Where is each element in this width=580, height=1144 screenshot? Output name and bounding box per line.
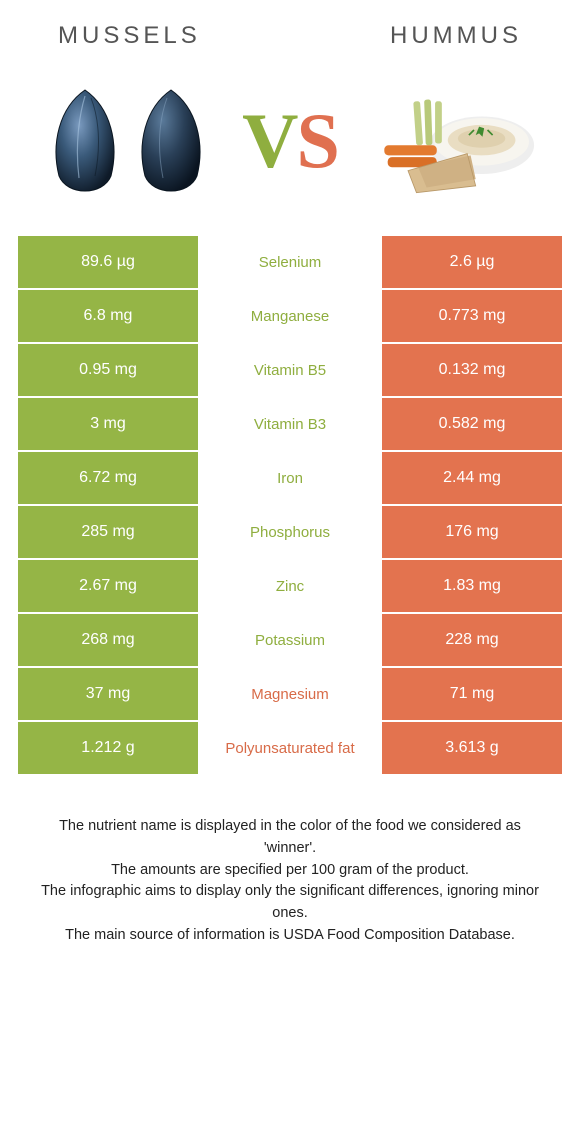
footer-line-1: The nutrient name is displayed in the co… <box>36 816 544 860</box>
right-value: 0.132 mg <box>382 344 562 396</box>
hummus-image <box>352 76 552 206</box>
titles-row: Mussels Hummus <box>18 12 562 58</box>
nutrient-row: 268 mgPotassium228 mg <box>18 614 562 668</box>
left-food-title: Mussels <box>58 22 201 50</box>
right-value: 176 mg <box>382 506 562 558</box>
nutrient-row: 3 mgVitamin B30.582 mg <box>18 398 562 452</box>
right-value: 2.6 µg <box>382 236 562 288</box>
left-value: 0.95 mg <box>18 344 198 396</box>
nutrient-name: Phosphorus <box>198 506 382 558</box>
nutrient-row: 37 mgMagnesium71 mg <box>18 668 562 722</box>
left-value: 1.212 g <box>18 722 198 774</box>
hero-row: VS <box>18 58 562 236</box>
nutrient-name: Vitamin B5 <box>198 344 382 396</box>
nutrient-row: 285 mgPhosphorus176 mg <box>18 506 562 560</box>
nutrient-name: Potassium <box>198 614 382 666</box>
left-value: 6.8 mg <box>18 290 198 342</box>
left-value: 3 mg <box>18 398 198 450</box>
right-value: 0.773 mg <box>382 290 562 342</box>
nutrient-table: 89.6 µgSelenium2.6 µg6.8 mgManganese0.77… <box>18 236 562 776</box>
right-value: 3.613 g <box>382 722 562 774</box>
nutrient-name: Magnesium <box>198 668 382 720</box>
footer-line-2: The amounts are specified per 100 gram o… <box>36 860 544 882</box>
nutrient-row: 6.72 mgIron2.44 mg <box>18 452 562 506</box>
left-value: 2.67 mg <box>18 560 198 612</box>
left-value: 37 mg <box>18 668 198 720</box>
nutrient-name: Selenium <box>198 236 382 288</box>
nutrient-name: Iron <box>198 452 382 504</box>
nutrient-name: Polyunsaturated fat <box>198 722 382 774</box>
right-value: 228 mg <box>382 614 562 666</box>
vs-label: VS <box>242 96 338 186</box>
right-value: 0.582 mg <box>382 398 562 450</box>
vs-v: V <box>242 97 296 184</box>
nutrient-row: 1.212 gPolyunsaturated fat3.613 g <box>18 722 562 776</box>
nutrient-name: Zinc <box>198 560 382 612</box>
left-value: 6.72 mg <box>18 452 198 504</box>
nutrient-row: 89.6 µgSelenium2.6 µg <box>18 236 562 290</box>
right-value: 2.44 mg <box>382 452 562 504</box>
footer-line-4: The main source of information is USDA F… <box>36 925 544 947</box>
footer-notes: The nutrient name is displayed in the co… <box>18 776 562 947</box>
nutrient-name: Vitamin B3 <box>198 398 382 450</box>
left-value: 268 mg <box>18 614 198 666</box>
nutrient-row: 2.67 mgZinc1.83 mg <box>18 560 562 614</box>
nutrient-name: Manganese <box>198 290 382 342</box>
left-value: 285 mg <box>18 506 198 558</box>
right-value: 1.83 mg <box>382 560 562 612</box>
nutrient-row: 0.95 mgVitamin B50.132 mg <box>18 344 562 398</box>
nutrient-row: 6.8 mgManganese0.773 mg <box>18 290 562 344</box>
right-value: 71 mg <box>382 668 562 720</box>
footer-line-3: The infographic aims to display only the… <box>36 881 544 925</box>
right-food-title: Hummus <box>390 22 522 50</box>
vs-s: S <box>296 97 337 184</box>
mussels-image <box>28 76 228 206</box>
left-value: 89.6 µg <box>18 236 198 288</box>
